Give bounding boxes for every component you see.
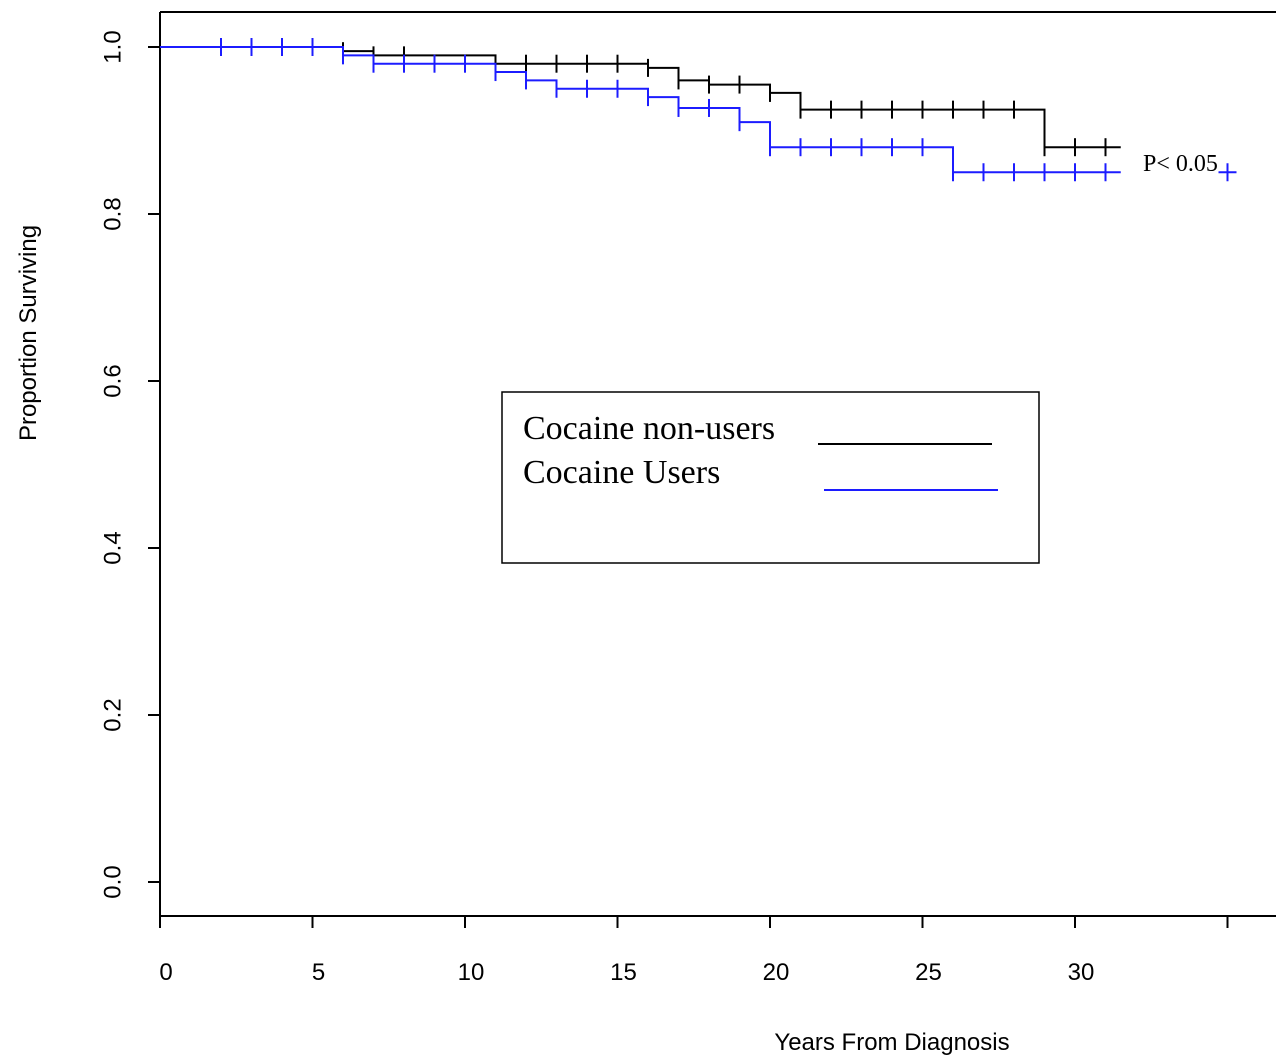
- y-axis: 0.0 0.2 0.4 0.6 0.8 1.0: [99, 30, 160, 899]
- legend-box: [501, 391, 1040, 564]
- y-tick-label: 0.4: [99, 531, 126, 564]
- x-tick-label: 0: [159, 959, 172, 986]
- x-tick-label: 15: [610, 959, 637, 986]
- legend-label-non-users: Cocaine non-users: [523, 410, 775, 447]
- p-value-annotation: P< 0.05: [1143, 151, 1218, 177]
- x-tick-label: 5: [312, 959, 325, 986]
- x-axis: 0 5 10 15 20 25 30: [159, 916, 1229, 986]
- x-tick-label: 30: [1068, 959, 1095, 986]
- y-tick-label: 0.6: [99, 364, 126, 397]
- series-users: [160, 38, 1237, 182]
- legend: Cocaine non-users Cocaine Users: [501, 391, 1040, 564]
- x-axis-title: Years From Diagnosis: [774, 1029, 1009, 1056]
- y-tick-label: 1.0: [99, 30, 126, 63]
- y-tick-label: 0.0: [99, 865, 126, 898]
- y-axis-title: Proportion Surviving: [15, 225, 42, 441]
- x-tick-label: 25: [915, 959, 942, 986]
- x-tick-label: 10: [458, 959, 485, 986]
- y-tick-label: 0.8: [99, 197, 126, 230]
- legend-label-users: Cocaine Users: [523, 454, 720, 491]
- y-tick-label: 0.2: [99, 698, 126, 731]
- x-tick-label: 20: [763, 959, 790, 986]
- series-layer: [160, 38, 1237, 182]
